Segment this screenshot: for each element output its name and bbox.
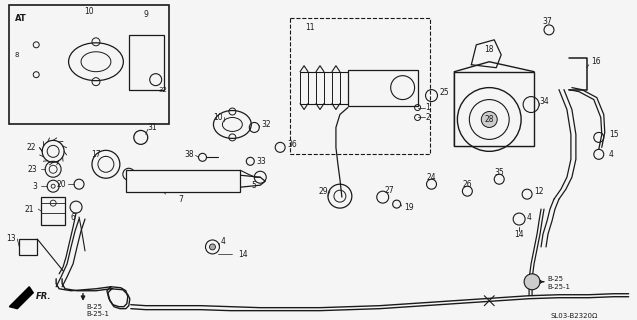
Text: 1: 1 bbox=[426, 103, 430, 112]
Text: 37: 37 bbox=[542, 17, 552, 27]
Circle shape bbox=[482, 111, 497, 127]
Text: B-25: B-25 bbox=[547, 276, 563, 282]
Text: FR.: FR. bbox=[36, 292, 52, 301]
Text: 17: 17 bbox=[91, 150, 101, 159]
Text: 36: 36 bbox=[287, 140, 297, 149]
Circle shape bbox=[524, 274, 540, 290]
Text: 21: 21 bbox=[25, 204, 34, 213]
Text: 4: 4 bbox=[609, 150, 613, 159]
Text: 28: 28 bbox=[485, 115, 494, 124]
Text: 4: 4 bbox=[220, 237, 225, 246]
Text: 30: 30 bbox=[136, 170, 145, 179]
Text: 26: 26 bbox=[462, 180, 472, 189]
Text: 23: 23 bbox=[27, 165, 37, 174]
Text: 34: 34 bbox=[539, 97, 549, 106]
Text: 35: 35 bbox=[494, 168, 504, 177]
Text: 7: 7 bbox=[178, 195, 183, 204]
Bar bbox=[41, 197, 65, 225]
Text: 8: 8 bbox=[15, 52, 19, 58]
Text: 12: 12 bbox=[534, 187, 543, 196]
Text: 16: 16 bbox=[591, 57, 601, 66]
Text: 32: 32 bbox=[158, 87, 167, 92]
Text: 29: 29 bbox=[318, 187, 328, 196]
Text: 25: 25 bbox=[440, 88, 449, 97]
Circle shape bbox=[210, 244, 215, 250]
Bar bbox=[454, 72, 534, 146]
Text: 14: 14 bbox=[514, 230, 524, 239]
Text: 3: 3 bbox=[32, 182, 37, 191]
Text: 20: 20 bbox=[57, 180, 66, 189]
Polygon shape bbox=[10, 287, 33, 309]
Text: AT: AT bbox=[15, 14, 27, 23]
Text: 31: 31 bbox=[148, 123, 157, 132]
Text: 32: 32 bbox=[261, 120, 271, 129]
Text: 19: 19 bbox=[404, 203, 414, 212]
Text: 38: 38 bbox=[184, 150, 194, 159]
Text: 15: 15 bbox=[609, 130, 619, 139]
Bar bbox=[126, 170, 240, 192]
Text: B-25-1: B-25-1 bbox=[86, 311, 109, 317]
Bar bbox=[290, 18, 429, 154]
Bar bbox=[19, 239, 37, 255]
Text: 10: 10 bbox=[213, 113, 222, 122]
Text: 2: 2 bbox=[426, 113, 430, 122]
Text: 13: 13 bbox=[6, 235, 17, 244]
Text: 33: 33 bbox=[256, 157, 266, 166]
Text: 11: 11 bbox=[305, 23, 315, 32]
Bar bbox=[10, 5, 169, 124]
Text: B-25-1: B-25-1 bbox=[547, 284, 570, 290]
Text: 10: 10 bbox=[84, 7, 94, 16]
Text: 27: 27 bbox=[385, 186, 394, 195]
Text: 14: 14 bbox=[238, 250, 248, 260]
Text: 22: 22 bbox=[27, 143, 36, 152]
Text: SL03-B2320Ω: SL03-B2320Ω bbox=[551, 313, 598, 319]
Text: 6: 6 bbox=[71, 212, 76, 221]
Text: 18: 18 bbox=[485, 45, 494, 54]
Text: 24: 24 bbox=[427, 173, 436, 182]
Text: 9: 9 bbox=[143, 11, 148, 20]
Text: B-25: B-25 bbox=[86, 304, 102, 310]
Bar bbox=[348, 70, 418, 106]
Bar bbox=[129, 35, 164, 90]
Text: 4: 4 bbox=[527, 212, 532, 221]
Text: 5: 5 bbox=[252, 181, 257, 190]
